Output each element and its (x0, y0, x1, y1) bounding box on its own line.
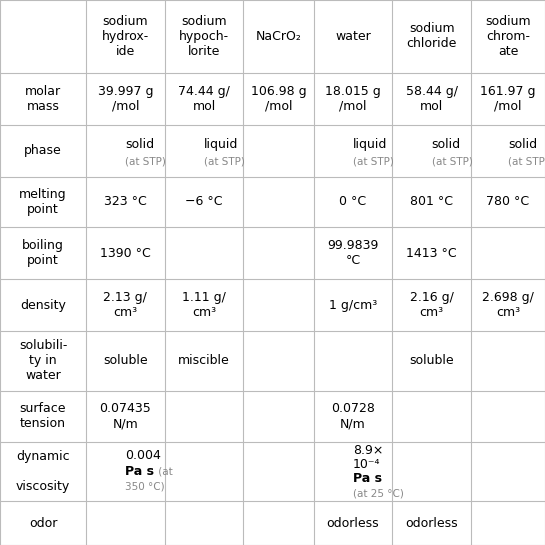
Text: 18.015 g
/mol: 18.015 g /mol (325, 84, 381, 113)
Text: 58.44 g/
mol: 58.44 g/ mol (406, 84, 458, 113)
Text: liquid: liquid (204, 137, 239, 150)
Text: 1 g/cm³: 1 g/cm³ (329, 299, 377, 312)
Text: 2.13 g/
cm³: 2.13 g/ cm³ (104, 291, 147, 319)
Text: 10⁻⁴: 10⁻⁴ (353, 458, 380, 471)
Text: dynamic

viscosity: dynamic viscosity (16, 450, 70, 493)
Text: 1.11 g/
cm³: 1.11 g/ cm³ (182, 291, 226, 319)
Text: (at STP): (at STP) (125, 156, 166, 166)
Text: 1390 °C: 1390 °C (100, 247, 151, 259)
Text: 0.07435
N/m: 0.07435 N/m (100, 402, 151, 431)
Text: phase: phase (24, 144, 62, 158)
Text: solid: solid (508, 137, 537, 150)
Text: 74.44 g/
mol: 74.44 g/ mol (178, 84, 230, 113)
Text: solubili-
ty in
water: solubili- ty in water (19, 340, 67, 383)
Text: NaCrO₂: NaCrO₂ (256, 30, 301, 43)
Text: 0.004: 0.004 (125, 450, 161, 462)
Text: solid: solid (125, 137, 154, 150)
Text: 161.97 g
/mol: 161.97 g /mol (480, 84, 536, 113)
Text: density: density (20, 299, 66, 312)
Text: 323 °C: 323 °C (104, 196, 147, 208)
Text: (at STP): (at STP) (508, 156, 545, 166)
Text: Pa s: Pa s (125, 465, 154, 478)
Text: molar
mass: molar mass (25, 84, 61, 113)
Text: surface
tension: surface tension (20, 402, 66, 431)
Text: odorless: odorless (326, 517, 379, 530)
Text: sodium
chloride: sodium chloride (407, 22, 457, 50)
Text: 0 °C: 0 °C (340, 196, 367, 208)
Text: (at STP): (at STP) (204, 156, 245, 166)
Text: melting
point: melting point (19, 188, 67, 216)
Text: (at 25 °C): (at 25 °C) (353, 488, 404, 498)
Text: 1413 °C: 1413 °C (407, 247, 457, 259)
Text: 780 °C: 780 °C (487, 196, 530, 208)
Text: 8.9×: 8.9× (353, 444, 384, 457)
Text: 2.698 g/
cm³: 2.698 g/ cm³ (482, 291, 534, 319)
Text: boiling
point: boiling point (22, 239, 64, 267)
Text: 801 °C: 801 °C (410, 196, 453, 208)
Text: odorless: odorless (405, 517, 458, 530)
Text: 106.98 g
/mol: 106.98 g /mol (251, 84, 306, 113)
Text: 350 °C): 350 °C) (125, 481, 165, 491)
Text: 2.16 g/
cm³: 2.16 g/ cm³ (410, 291, 453, 319)
Text: sodium
hypoch-
lorite: sodium hypoch- lorite (179, 15, 229, 58)
Text: sodium
hydrox-
ide: sodium hydrox- ide (102, 15, 149, 58)
Text: odor: odor (29, 517, 57, 530)
Text: Pa s: Pa s (353, 473, 382, 486)
Text: liquid: liquid (353, 137, 387, 150)
Text: (at STP): (at STP) (353, 156, 394, 166)
Text: 99.9839
°C: 99.9839 °C (328, 239, 379, 267)
Text: (at STP): (at STP) (432, 156, 473, 166)
Text: 39.997 g
/mol: 39.997 g /mol (98, 84, 153, 113)
Text: solid: solid (432, 137, 461, 150)
Text: 0.0728
N/m: 0.0728 N/m (331, 402, 375, 431)
Text: (at: (at (155, 467, 173, 477)
Text: soluble: soluble (103, 354, 148, 367)
Text: miscible: miscible (178, 354, 230, 367)
Text: −6 °C: −6 °C (185, 196, 223, 208)
Text: water: water (335, 30, 371, 43)
Text: soluble: soluble (409, 354, 454, 367)
Text: sodium
chrom-
ate: sodium chrom- ate (485, 15, 531, 58)
